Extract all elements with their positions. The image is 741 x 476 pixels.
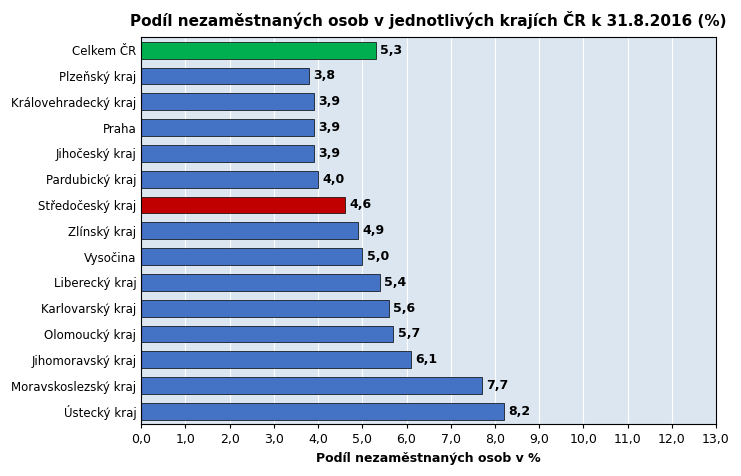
Bar: [142, 222, 358, 239]
Text: 7,7: 7,7: [486, 379, 508, 392]
Text: 5,3: 5,3: [380, 44, 402, 57]
Bar: [142, 351, 411, 368]
Text: 4,0: 4,0: [322, 173, 345, 186]
Text: 6,1: 6,1: [416, 353, 437, 367]
Text: 8,2: 8,2: [508, 405, 531, 418]
Bar: [142, 326, 393, 342]
Text: 3,9: 3,9: [318, 121, 340, 134]
Bar: [142, 300, 389, 317]
Bar: [142, 377, 482, 394]
Title: Podíl nezaměstnaných osob v jednotlivých krajích ČR k 31.8.2016 (%): Podíl nezaměstnaných osob v jednotlivých…: [130, 11, 727, 29]
X-axis label: Podíl nezaměstnaných osob v %: Podíl nezaměstnaných osob v %: [316, 452, 541, 465]
Text: 4,6: 4,6: [349, 198, 371, 211]
Bar: [142, 403, 504, 420]
Bar: [142, 248, 362, 265]
Text: 5,4: 5,4: [385, 276, 407, 289]
Text: 5,6: 5,6: [393, 302, 416, 315]
Text: 5,7: 5,7: [398, 327, 420, 340]
Text: 4,9: 4,9: [362, 224, 385, 237]
Bar: [142, 93, 313, 110]
Text: 3,9: 3,9: [318, 95, 340, 108]
Bar: [142, 42, 376, 59]
Bar: [142, 119, 313, 136]
Bar: [142, 68, 309, 84]
Text: 3,9: 3,9: [318, 147, 340, 160]
Bar: [142, 145, 313, 162]
Bar: [142, 171, 318, 188]
Bar: [142, 274, 380, 291]
Text: 5,0: 5,0: [367, 250, 389, 263]
Text: 3,8: 3,8: [313, 69, 336, 82]
Bar: [142, 197, 345, 213]
